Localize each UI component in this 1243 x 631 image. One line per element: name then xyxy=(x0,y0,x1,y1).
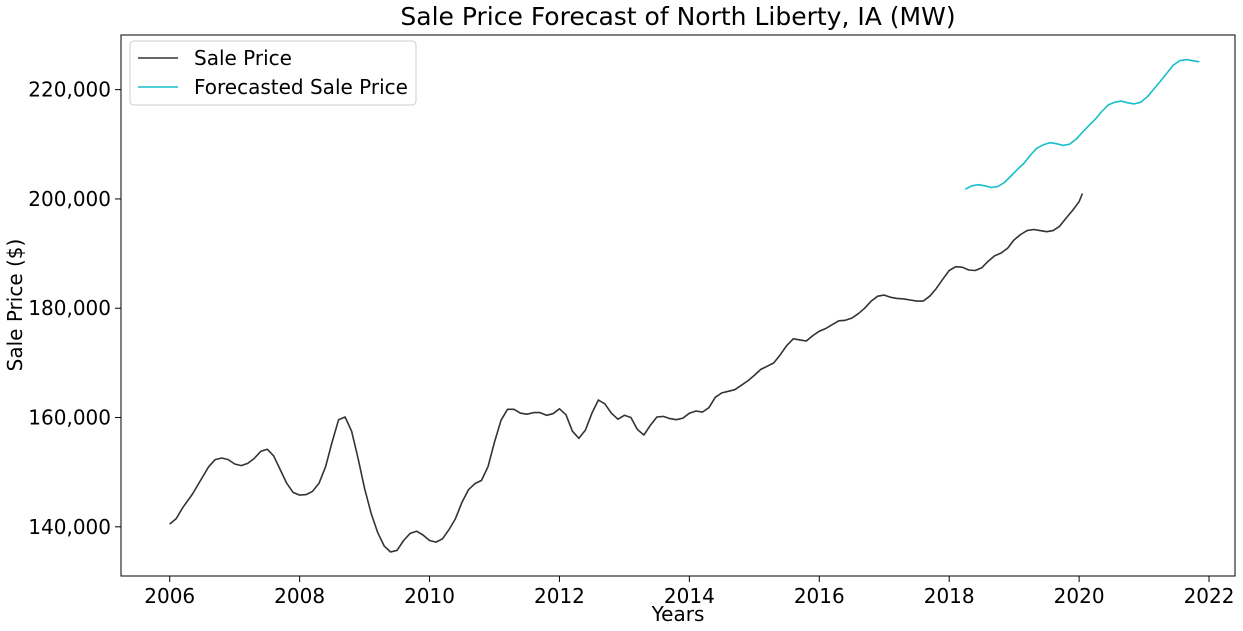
series-line-sale-price xyxy=(169,193,1084,553)
chart-title: Sale Price Forecast of North Liberty, IA… xyxy=(400,2,955,31)
x-tick-label: 2010 xyxy=(404,584,455,608)
x-tick-label: 2006 xyxy=(144,584,195,608)
plot-frame xyxy=(120,34,1236,577)
x-tick-label: 2022 xyxy=(1184,584,1235,608)
y-tick-label: 200,000 xyxy=(28,187,111,211)
x-axis: 2006 2008 2010 2012 2014 2016 2018 2020 2022 xyxy=(144,576,1234,608)
x-tick-label: 2018 xyxy=(924,584,975,608)
x-axis-label: Years xyxy=(651,602,705,626)
legend-box xyxy=(129,40,417,106)
series-line-forecasted-sale-price xyxy=(965,58,1200,190)
y-axis: 140,000 160,000 180,000 200,000 220,000 xyxy=(28,78,121,539)
y-axis-label: Sale Price ($) xyxy=(3,239,27,372)
x-tick-label: 2012 xyxy=(534,584,585,608)
y-tick-label: 180,000 xyxy=(28,296,111,320)
legend: Sale Price Forecasted Sale Price xyxy=(129,40,417,106)
y-tick-label: 220,000 xyxy=(28,78,111,102)
x-tick-label: 2008 xyxy=(274,584,325,608)
legend-label-forecasted-sale-price: Forecasted Sale Price xyxy=(194,75,408,99)
x-tick-label: 2016 xyxy=(794,584,845,608)
y-tick-label: 140,000 xyxy=(28,515,111,539)
x-tick-label: 2014 xyxy=(664,584,715,608)
y-tick-label: 160,000 xyxy=(28,406,111,430)
plot-area xyxy=(169,58,1200,553)
legend-label-sale-price: Sale Price xyxy=(194,46,292,70)
x-tick-label: 2020 xyxy=(1054,584,1105,608)
